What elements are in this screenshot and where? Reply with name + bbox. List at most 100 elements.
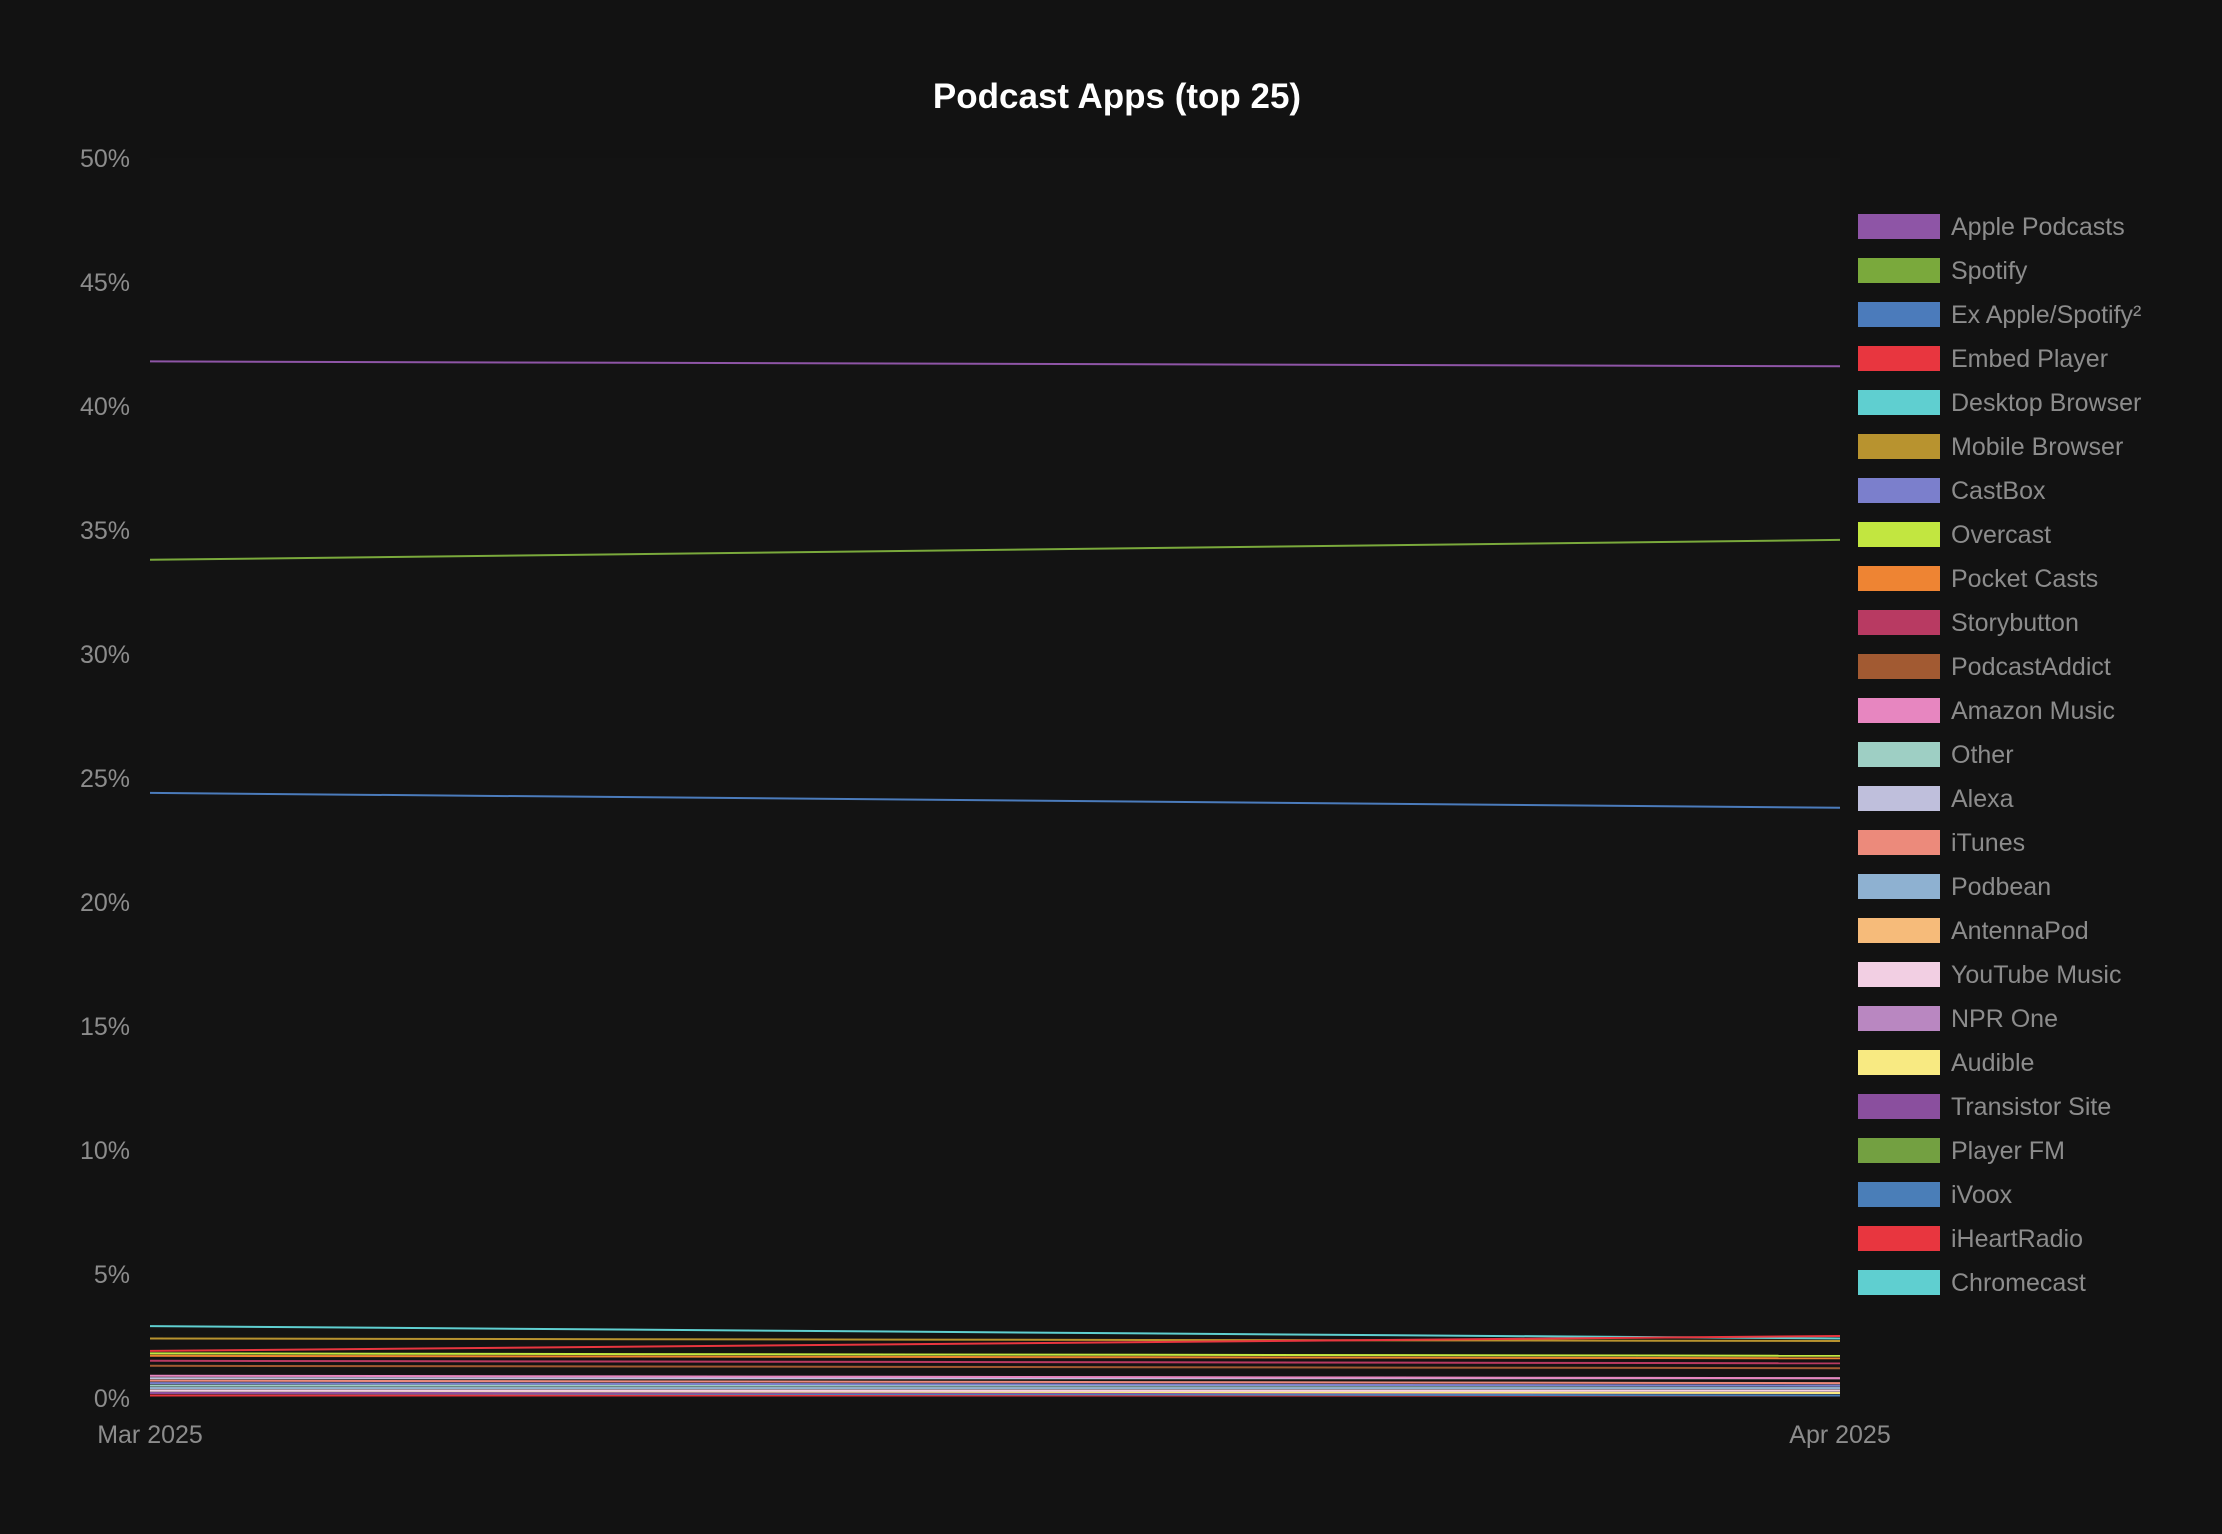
legend-label: Storybutton [1951,609,2079,637]
chart-title: Podcast Apps (top 25) [933,77,1301,116]
series-lines [149,360,1841,1397]
legend-item[interactable]: Overcast [1858,521,2051,549]
series-line [149,1382,1841,1387]
legend-label: NPR One [1951,1005,2058,1033]
series-line [149,1337,1841,1342]
legend-item[interactable]: Alexa [1858,785,2014,813]
legend-swatch [1858,610,1940,635]
y-tick-label: 25% [80,765,130,793]
legend-swatch [1858,478,1940,503]
legend-swatch [1858,1006,1940,1031]
x-axis: Mar 2025 Apr 2025 [97,1421,1891,1449]
legend-swatch [1858,522,1940,547]
legend-item[interactable]: iHeartRadio [1858,1225,2083,1253]
series-line [149,1352,1841,1357]
legend-label: Amazon Music [1951,697,2115,725]
y-tick-label: 0% [94,1385,130,1413]
y-tick-label: 45% [80,269,130,297]
legend-label: Alexa [1951,785,2014,813]
legend-label: Desktop Browser [1951,389,2141,417]
legend-label: iVoox [1951,1181,2013,1209]
series-line [149,538,1841,561]
legend-label: Pocket Casts [1951,565,2098,593]
legend-item[interactable]: Spotify [1858,257,2028,285]
legend-swatch [1858,1138,1940,1163]
y-tick-label: 20% [80,889,130,917]
y-tick-label: 50% [80,145,130,173]
legend-item[interactable]: Mobile Browser [1858,433,2123,461]
series-line [149,1364,1841,1370]
legend-swatch [1858,1094,1940,1119]
legend-label: Podbean [1951,873,2051,901]
legend-swatch [1858,830,1940,855]
legend-label: Apple Podcasts [1951,213,2125,241]
y-axis: 0% 5% 10% 15% 20% 25% 30% 35% 40% 45% 50% [80,145,130,1413]
legend-item[interactable]: Amazon Music [1858,697,2115,725]
legend-swatch [1858,258,1940,283]
legend-swatch [1858,1270,1940,1295]
legend-item[interactable]: YouTube Music [1858,961,2121,989]
plot-area [150,158,1840,1398]
legend-item[interactable]: NPR One [1858,1005,2058,1033]
legend-item[interactable]: PodcastAddict [1858,653,2111,681]
legend-label: Embed Player [1951,345,2108,373]
legend-swatch [1858,390,1940,415]
legend: Apple Podcasts Spotify Ex Apple/Spotify² Em… [1858,213,2141,1297]
legend-item[interactable]: Podbean [1858,873,2051,901]
legend-label: Overcast [1951,521,2051,549]
legend-swatch [1858,962,1940,987]
x-tick-label: Apr 2025 [1789,1421,1890,1449]
legend-label: Player FM [1951,1137,2065,1165]
legend-swatch [1858,434,1940,459]
legend-item[interactable]: Desktop Browser [1858,389,2141,417]
legend-label: Other [1951,741,2014,769]
legend-label: Audible [1951,1049,2034,1077]
series-line [149,1359,1841,1365]
legend-label: Spotify [1951,257,2028,285]
legend-swatch [1858,566,1940,591]
y-tick-label: 10% [80,1137,130,1165]
legend-swatch [1858,918,1940,943]
legend-item[interactable]: AntennaPod [1858,917,2089,945]
legend-swatch [1858,654,1940,679]
legend-item[interactable]: Player FM [1858,1137,2065,1165]
series-line [149,360,1841,368]
y-tick-label: 40% [80,393,130,421]
legend-item[interactable]: Chromecast [1858,1269,2086,1297]
legend-label: iHeartRadio [1951,1225,2083,1253]
legend-label: CastBox [1951,477,2046,505]
legend-item[interactable]: Apple Podcasts [1858,213,2125,241]
y-tick-label: 35% [80,517,130,545]
legend-label: AntennaPod [1951,917,2089,945]
legend-label: Mobile Browser [1951,433,2123,461]
legend-item[interactable]: Pocket Casts [1858,565,2098,593]
legend-item[interactable]: Ex Apple/Spotify² [1858,301,2141,329]
legend-item[interactable]: Embed Player [1858,345,2108,373]
legend-item[interactable]: iVoox [1858,1181,2013,1209]
legend-item[interactable]: Audible [1858,1049,2034,1077]
legend-swatch [1858,786,1940,811]
legend-label: PodcastAddict [1951,653,2111,681]
legend-item[interactable]: CastBox [1858,477,2046,505]
series-line [149,791,1841,809]
legend-item[interactable]: iTunes [1858,829,2025,857]
legend-swatch [1858,874,1940,899]
legend-label: iTunes [1951,829,2025,857]
series-line [149,1374,1841,1380]
legend-item[interactable]: Transistor Site [1858,1093,2111,1121]
y-tick-label: 5% [94,1261,130,1289]
legend-swatch [1858,742,1940,767]
series-line [149,1335,1841,1352]
y-tick-label: 15% [80,1013,130,1041]
legend-swatch [1858,698,1940,723]
legend-label: Chromecast [1951,1269,2086,1297]
legend-swatch [1858,302,1940,327]
legend-item[interactable]: Storybutton [1858,609,2079,637]
legend-swatch [1858,346,1940,371]
legend-label: Ex Apple/Spotify² [1951,301,2141,329]
legend-swatch [1858,1182,1940,1207]
legend-item[interactable]: Other [1858,741,2014,769]
legend-swatch [1858,214,1940,239]
